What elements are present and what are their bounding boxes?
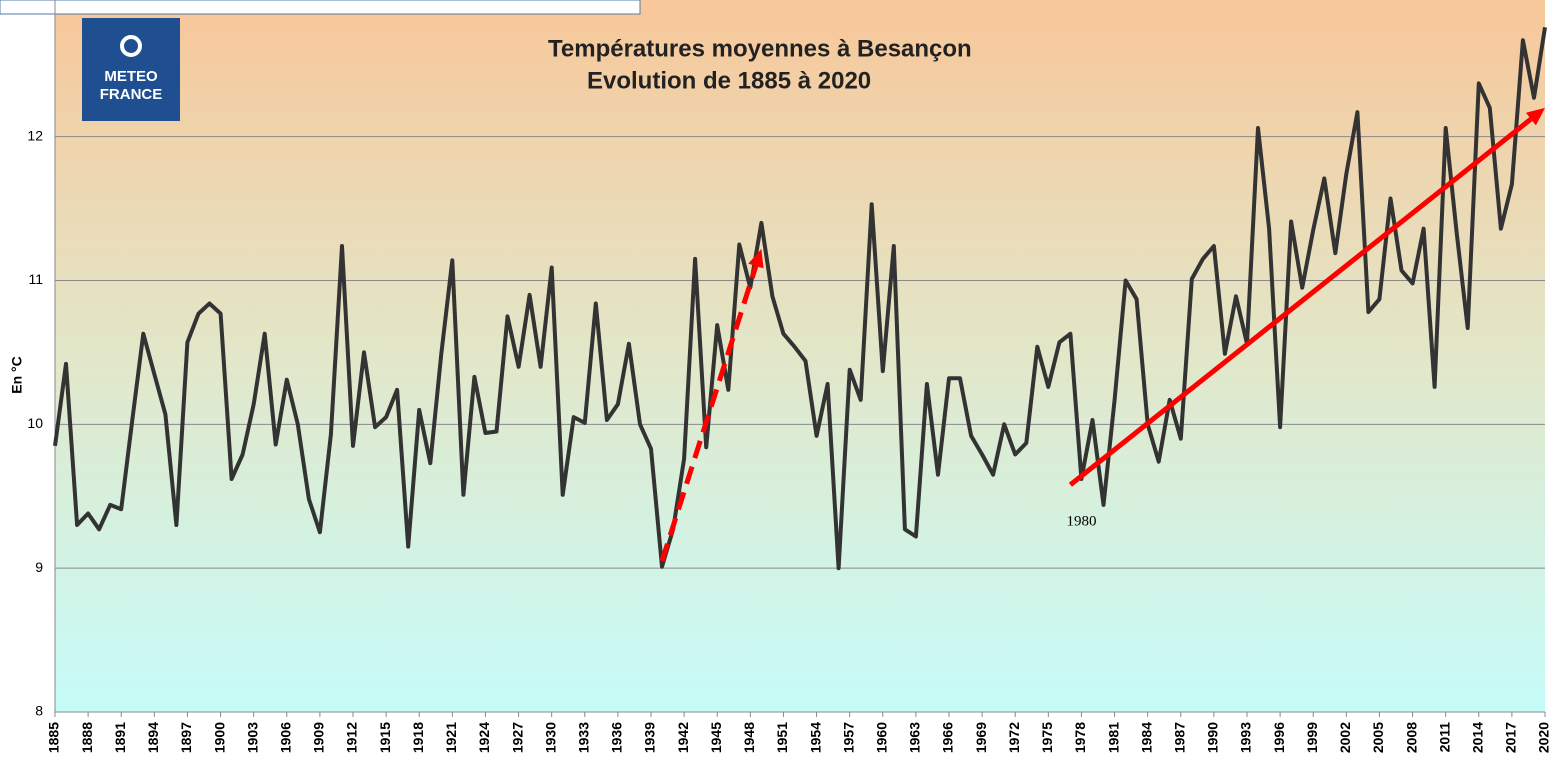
chart-title: Températures moyennes à Besançon <box>548 35 972 62</box>
x-tick-label: 1984 <box>1138 722 1154 753</box>
logo-text: FRANCE <box>100 86 163 103</box>
trend-arrow <box>1068 117 1533 487</box>
x-tick-label: 1954 <box>807 722 823 753</box>
x-tick-label: 2008 <box>1403 722 1419 753</box>
x-tick-label: 1885 <box>46 722 62 753</box>
temperature-line <box>53 26 1547 571</box>
arrow-head <box>1525 107 1545 126</box>
arrow-head <box>748 248 764 269</box>
x-tick-label: 2014 <box>1469 722 1485 753</box>
x-tick-label: 1906 <box>277 722 293 753</box>
x-tick-label: 1894 <box>145 722 161 753</box>
x-tick-label: 1975 <box>1039 722 1055 753</box>
x-tick-label: 1897 <box>178 722 194 753</box>
x-tick-label: 1933 <box>575 722 591 753</box>
x-tick-label: 1927 <box>509 722 525 753</box>
x-tick-label: 1930 <box>542 722 558 753</box>
x-tick-label: 1903 <box>244 722 260 753</box>
x-tick-label: 1921 <box>443 722 459 753</box>
y-axis-label: En °C <box>9 356 25 394</box>
x-tick-label: 1990 <box>1205 722 1221 753</box>
chart-subtitle: Evolution de 1885 à 2020 <box>587 67 871 94</box>
x-tick-label: 1918 <box>410 722 426 753</box>
x-tick-label: 1996 <box>1271 722 1287 753</box>
logo-text: METEO <box>104 68 158 85</box>
x-tick-label: 1993 <box>1238 722 1254 753</box>
y-tick-label: 10 <box>27 415 43 431</box>
overlay-box <box>0 0 641 15</box>
x-tick-label: 1981 <box>1105 722 1121 753</box>
x-tick-label: 2020 <box>1536 722 1552 753</box>
x-tick-label: 1912 <box>344 722 360 753</box>
x-tick-label: 2005 <box>1370 722 1386 753</box>
trend-arrow <box>659 265 759 562</box>
x-tick-label: 1999 <box>1304 722 1320 753</box>
x-tick-label: 1915 <box>377 722 393 753</box>
x-tick-label: 1960 <box>873 722 889 753</box>
x-tick-label: 1978 <box>1072 722 1088 753</box>
x-tick-label: 1966 <box>940 722 956 753</box>
x-tick-label: 1945 <box>708 722 724 753</box>
x-tick-label: 1948 <box>741 722 757 753</box>
x-tick-label: 1909 <box>311 722 327 753</box>
x-tick-label: 1987 <box>1171 722 1187 753</box>
annotation: 1980 <box>1066 514 1096 530</box>
x-tick-label: 2011 <box>1436 722 1452 753</box>
x-tick-label: 1972 <box>1006 722 1022 753</box>
y-tick-label: 8 <box>35 703 43 719</box>
x-tick-label: 1900 <box>211 722 227 753</box>
x-tick-label: 1888 <box>79 722 95 753</box>
x-tick-label: 1957 <box>840 722 856 753</box>
x-tick-label: 2002 <box>1337 722 1353 753</box>
logo-icon <box>120 35 142 57</box>
x-tick-label: 1963 <box>907 722 923 753</box>
x-tick-label: 1942 <box>675 722 691 753</box>
x-tick-label: 1969 <box>973 722 989 753</box>
logo: METEO FRANCE <box>82 18 180 121</box>
y-tick-label: 9 <box>35 559 43 575</box>
x-tick-label: 1939 <box>642 722 658 753</box>
x-tick-label: 1951 <box>774 722 790 753</box>
y-tick-label: 12 <box>27 127 43 143</box>
x-tick-label: 1924 <box>476 722 492 753</box>
x-tick-label: 1891 <box>112 722 128 753</box>
x-tick-label: 1936 <box>609 722 625 753</box>
y-tick-label: 11 <box>28 271 43 287</box>
x-tick-label: 2017 <box>1503 722 1519 753</box>
